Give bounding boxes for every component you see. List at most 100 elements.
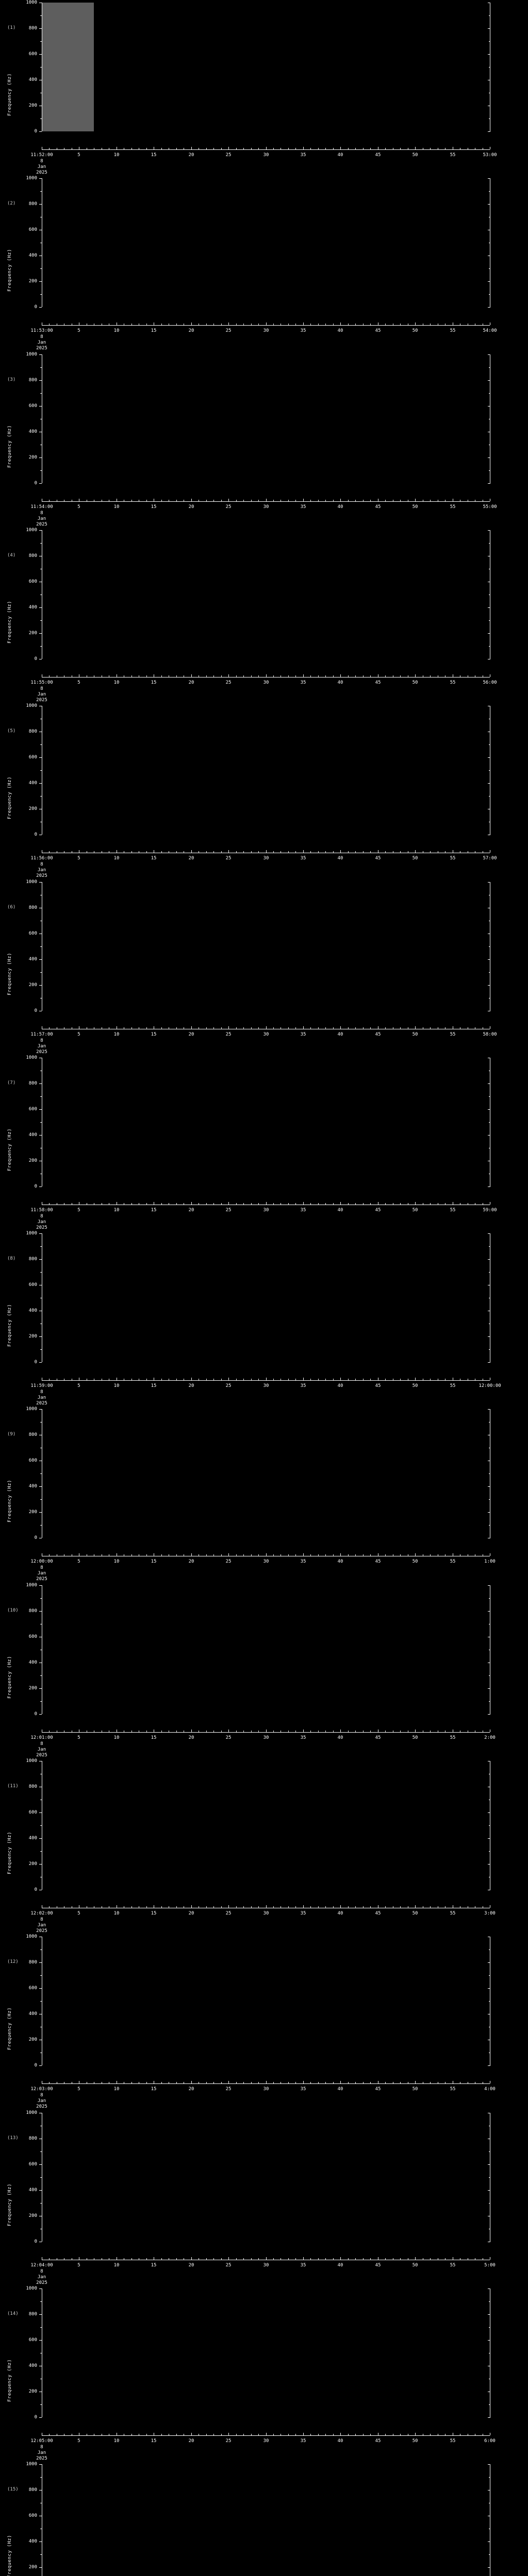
- y-axis-label: Frequency (Hz): [7, 2183, 12, 2226]
- x-axis-tick-label: 40: [337, 504, 343, 510]
- x-axis-minor-tick: [318, 1554, 319, 1556]
- x-axis-minor-tick: [318, 1731, 319, 1732]
- y-axis-right-minor-tick: [489, 946, 490, 947]
- x-axis-minor-tick: [49, 2258, 50, 2260]
- x-axis-tick: [266, 1905, 267, 1908]
- y-axis-right-minor-tick: [489, 1096, 490, 1097]
- x-axis-date-stamp: 8 Jan 2025: [36, 686, 47, 703]
- x-axis-minor-tick: [146, 1731, 147, 1732]
- x-axis-tick-label: 20: [188, 504, 194, 510]
- x-axis-minor-tick: [49, 1027, 50, 1029]
- x-axis-tick: [303, 147, 304, 149]
- x-axis-tick-label: 45: [375, 1383, 381, 1388]
- y-axis-tick-label: 400: [28, 780, 37, 786]
- x-axis-start-time-label: 12:02:00: [30, 1911, 53, 1916]
- x-axis-minor-tick: [430, 1203, 431, 1205]
- date-stamp-line: 2025: [36, 698, 47, 703]
- date-stamp-line: 2025: [36, 170, 47, 175]
- x-axis-tick: [228, 499, 229, 501]
- x-axis-tick-label: 55: [450, 152, 456, 158]
- x-axis-tick-label: 25: [225, 680, 232, 685]
- x-axis-minor-tick: [363, 675, 364, 677]
- x-axis-tick-label: 10: [113, 1383, 120, 1388]
- x-axis-tick-label: 5: [77, 680, 80, 685]
- x-axis-tick: [191, 674, 192, 677]
- x-axis-minor-tick: [310, 851, 311, 853]
- x-axis-tick-label: 30: [263, 1383, 269, 1388]
- x-axis-tick-label: 45: [375, 1735, 381, 1740]
- panel-number: (8): [7, 1256, 16, 1261]
- x-axis-tick: [415, 1905, 416, 1908]
- panel-number: (12): [7, 1959, 19, 1964]
- x-axis-minor-tick: [243, 851, 244, 853]
- x-axis-tick-label: 40: [337, 2438, 343, 2444]
- x-axis-tick-label: 50: [412, 680, 418, 685]
- x-axis-minor-tick: [176, 324, 177, 325]
- y-axis-minor-tick: [40, 470, 42, 471]
- x-axis-minor-tick: [385, 2082, 386, 2083]
- y-axis-label: Frequency (Hz): [7, 601, 12, 643]
- x-axis-end-time-label: 3:00: [484, 1911, 496, 1916]
- x-axis-tick-label: 55: [450, 1911, 456, 1916]
- x-axis-tick: [340, 1026, 341, 1029]
- y-axis-minor-tick: [40, 646, 42, 647]
- y-axis-minor-tick: [40, 2177, 42, 2178]
- y-axis-tick: [39, 1988, 42, 1989]
- x-axis-minor-tick: [236, 2258, 237, 2260]
- spectrogram-panel: (14) 0 200 400 600 800 1000 Frequency (Hz) 5 10 15…: [0, 2286, 528, 2464]
- x-axis-minor-tick: [206, 1379, 207, 1380]
- x-axis-minor-tick: [258, 1906, 259, 1908]
- y-axis-tick-label: 400: [28, 1659, 37, 1665]
- x-axis-tick-label: 55: [450, 680, 456, 685]
- x-axis-minor-tick: [400, 1554, 401, 1556]
- x-axis-tick: [266, 2257, 267, 2260]
- x-axis-tick-label: 50: [412, 328, 418, 333]
- x-axis-tick: [191, 1026, 192, 1029]
- x-axis-minor-tick: [273, 324, 274, 325]
- y-axis-right-minor-tick: [489, 620, 490, 621]
- plot-area: [42, 1409, 490, 1538]
- x-axis-minor-tick: [161, 324, 162, 325]
- x-axis-start-time-label: 12:05:00: [30, 2438, 53, 2444]
- y-axis-label: Frequency (Hz): [7, 73, 12, 116]
- x-axis-tick-label: 25: [225, 1735, 232, 1740]
- x-axis-minor-tick: [146, 1203, 147, 1205]
- x-axis-start-time-label: 11:54:00: [30, 504, 53, 510]
- y-axis-right-minor-tick: [489, 2404, 490, 2405]
- x-axis-tick-label: 15: [151, 1559, 157, 1564]
- x-axis-tick: [303, 674, 304, 677]
- x-axis-tick-label: 50: [412, 1032, 418, 1037]
- x-axis-tick-label: 20: [188, 2087, 194, 2092]
- y-axis-tick-label: 0: [34, 1008, 37, 1013]
- x-axis-minor-tick: [161, 2258, 162, 2260]
- spectrogram-panel: (1) 0 200 400 600 800 1000 Frequency (Hz) 5 10 15 2…: [0, 0, 528, 178]
- x-axis-minor-tick: [400, 1731, 401, 1732]
- x-axis-end-time-label: 59:00: [483, 1208, 497, 1213]
- y-axis-tick-label: 0: [34, 1887, 37, 1892]
- x-axis-minor-tick: [385, 500, 386, 501]
- x-axis-tick-label: 25: [225, 2263, 232, 2268]
- x-axis-minor-tick: [400, 500, 401, 501]
- date-stamp-line: 8: [40, 686, 43, 691]
- x-axis-minor-tick: [318, 1027, 319, 1029]
- y-axis-right-tick: [488, 2340, 490, 2341]
- y-axis-tick: [39, 2340, 42, 2341]
- y-axis-right-tick: [488, 1611, 490, 1612]
- x-axis-minor-tick: [243, 2082, 244, 2083]
- x-axis-tick: [266, 674, 267, 677]
- y-axis-tick-label: 800: [28, 1432, 37, 1437]
- x-axis-date-stamp: 8 Jan 2025: [36, 1389, 47, 1406]
- y-axis-minor-tick: [40, 1701, 42, 1702]
- x-axis-minor-tick: [318, 675, 319, 677]
- x-axis-minor-tick: [221, 2434, 222, 2435]
- y-axis-tick-label: 200: [28, 2388, 37, 2394]
- y-axis-tick-label: 400: [28, 252, 37, 258]
- panel-number: (10): [7, 1608, 19, 1613]
- x-axis-minor-tick: [363, 1731, 364, 1732]
- y-axis-label: Frequency (Hz): [7, 1128, 12, 1171]
- date-stamp-line: 2025: [36, 1401, 47, 1406]
- x-axis-minor-tick: [310, 1906, 311, 1908]
- x-axis-start-time-label: 12:00:00: [30, 1559, 53, 1564]
- x-axis-minor-tick: [236, 675, 237, 677]
